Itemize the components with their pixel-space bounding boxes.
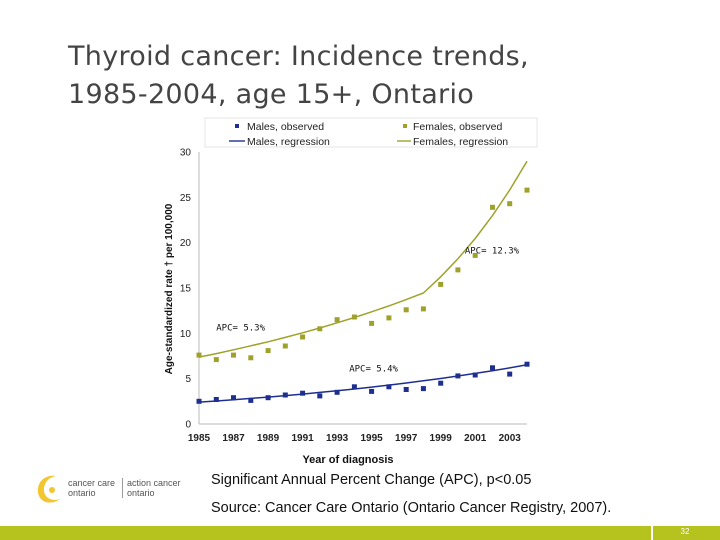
females-observed-point (369, 320, 375, 326)
y-tick-label: 30 (180, 148, 192, 159)
x-tick-label: 1985 (188, 433, 211, 444)
x-tick-label: 1995 (361, 433, 384, 444)
males-observed-point (455, 373, 461, 379)
y-tick-label: 10 (180, 329, 192, 340)
females-observed-point (282, 343, 288, 349)
females-observed-point (386, 315, 392, 321)
males-observed-point (369, 388, 375, 394)
slide-title: Thyroid cancer: Incidence trends, 1985-2… (68, 38, 708, 114)
y-tick-label: 0 (185, 420, 191, 431)
males-observed-point (386, 384, 392, 390)
females-observed-point (507, 201, 513, 207)
y-tick-label: 25 (180, 193, 192, 204)
regression-lines (198, 160, 528, 403)
males-observed-point (438, 380, 444, 386)
females-observed-point (438, 281, 444, 287)
observed-points (196, 187, 530, 404)
males-observed-point (490, 365, 495, 371)
females-observed-point (300, 334, 306, 340)
females-observed-point (248, 355, 254, 361)
slide-title-line-2: 1985-2004, age 15+, Ontario (68, 79, 475, 110)
males-observed-point (317, 393, 323, 399)
logo-text-line2-right: ontario (127, 488, 155, 498)
legend-label-females-observed: Females, observed (413, 121, 502, 133)
bottom-bar-divider (651, 520, 653, 540)
females-observed-point (420, 306, 426, 312)
y-axis-label: Age-standardized rate † per 100,000 (164, 203, 175, 374)
males-observed-point (213, 397, 219, 402)
x-tick-label: 1993 (326, 433, 349, 444)
logo-divider (122, 478, 123, 498)
apc-annotations: APC= 12.3% APC= 5.3% APC= 5.4% (216, 247, 519, 375)
males-observed-point (300, 390, 306, 396)
y-tick-label: 15 (180, 284, 192, 295)
cancer-care-ontario-logo: cancer care ontario action cancer ontari… (34, 472, 184, 504)
legend-marker-females-observed (403, 124, 407, 128)
logo-swoosh-icon (37, 475, 60, 503)
females-regression-line (198, 160, 528, 358)
apc-annotation: APC= 5.4% (349, 364, 398, 374)
source-note: Source: Cancer Care Ontario (Ontario Can… (211, 500, 612, 516)
males-observed-point (248, 397, 254, 403)
legend-label-males-regression: Males, regression (247, 136, 330, 148)
males-observed-point (472, 372, 478, 378)
females-observed-point (213, 357, 219, 363)
males-observed-point (507, 371, 513, 377)
females-observed-point (490, 204, 495, 210)
x-tick-label: 1989 (257, 433, 280, 444)
logo-text-line2-left: ontario (68, 488, 96, 498)
females-observed-point (265, 348, 271, 354)
males-regression-line (198, 364, 528, 403)
x-tick-label: 1997 (395, 433, 418, 444)
females-observed-point (231, 352, 236, 358)
males-observed-point (403, 387, 409, 392)
males-observed-point (420, 386, 426, 392)
females-observed-point (455, 267, 461, 273)
males-observed-point (196, 398, 202, 404)
legend-label-males-observed: Males, observed (247, 121, 324, 133)
apc-annotation: APC= 12.3% (465, 247, 520, 257)
chart-legend: Males, observed Females, observed Males,… (204, 117, 538, 148)
x-tick-label: 2003 (499, 433, 522, 444)
x-tick-labels: 1985 1987 1989 1991 1993 1995 1997 1999 2001 2003 (188, 433, 521, 444)
y-tick-label: 5 (185, 374, 191, 385)
x-axis-label: Year of diagnosis (302, 454, 393, 466)
females-observed-point (524, 187, 530, 193)
x-tick-label: 1991 (291, 433, 314, 444)
legend-marker-males-observed (235, 124, 239, 128)
x-tick-label: 2001 (464, 433, 487, 444)
males-observed-point (231, 395, 236, 401)
females-observed-point (351, 314, 357, 320)
males-observed-point (524, 361, 530, 367)
significance-note: Significant Annual Percent Change (APC),… (211, 472, 532, 488)
females-observed-point (317, 326, 323, 332)
females-observed-point (334, 317, 340, 323)
females-observed-point (196, 352, 202, 358)
x-tick-label: 1999 (430, 433, 453, 444)
legend-box (204, 117, 538, 148)
legend-label-females-regression: Females, regression (413, 136, 508, 148)
males-observed-point (351, 384, 357, 390)
slide-title-line-1: Thyroid cancer: Incidence trends, (68, 41, 529, 72)
females-observed-point (472, 252, 478, 258)
y-tick-labels: 0 5 10 15 20 25 30 (180, 148, 192, 431)
y-tick-label: 20 (180, 238, 192, 249)
females-observed-point (403, 307, 409, 313)
males-observed-point (282, 392, 288, 398)
x-tick-label: 1987 (222, 433, 245, 444)
logo-text-line1-right: action cancer (127, 478, 181, 488)
page-number: 32 (680, 527, 690, 536)
bottom-brand-bar (0, 526, 720, 540)
logo-text-line1-left: cancer care (68, 478, 116, 488)
apc-annotation: APC= 5.3% (216, 324, 265, 334)
males-observed-point (334, 389, 340, 395)
males-observed-point (265, 395, 271, 401)
